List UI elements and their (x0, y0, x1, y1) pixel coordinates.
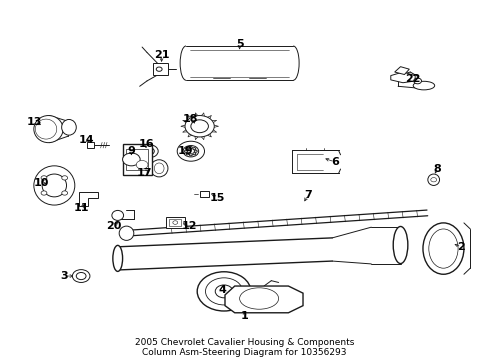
Polygon shape (394, 67, 408, 75)
Text: 7: 7 (304, 190, 311, 200)
Text: 3: 3 (60, 271, 68, 281)
Circle shape (72, 270, 90, 283)
Circle shape (41, 191, 47, 195)
Text: 16: 16 (138, 139, 154, 149)
Bar (126, 149, 148, 170)
Circle shape (189, 147, 192, 149)
Circle shape (61, 191, 67, 195)
Polygon shape (390, 72, 414, 83)
Text: 4: 4 (218, 285, 226, 294)
Ellipse shape (239, 288, 278, 309)
Circle shape (136, 161, 148, 169)
Ellipse shape (61, 120, 76, 135)
Circle shape (61, 176, 67, 180)
Circle shape (156, 67, 162, 71)
Text: 22: 22 (404, 74, 420, 84)
Circle shape (76, 273, 86, 280)
Circle shape (184, 116, 214, 137)
Text: 9: 9 (127, 146, 135, 156)
Text: 21: 21 (154, 50, 169, 60)
Circle shape (141, 145, 158, 158)
Ellipse shape (113, 246, 122, 271)
Bar (128, 156, 137, 163)
Circle shape (172, 221, 177, 224)
Bar (165, 217, 184, 228)
Circle shape (192, 153, 195, 155)
Text: 20: 20 (106, 221, 121, 231)
Text: 8: 8 (432, 164, 440, 174)
Circle shape (430, 177, 436, 182)
Text: 11: 11 (73, 203, 89, 213)
Polygon shape (224, 286, 303, 313)
Ellipse shape (428, 229, 457, 268)
Text: 6: 6 (330, 157, 338, 167)
Text: 2: 2 (457, 242, 465, 252)
Ellipse shape (42, 174, 66, 197)
Circle shape (185, 148, 188, 150)
Text: 12: 12 (182, 221, 197, 231)
Circle shape (194, 150, 197, 152)
Ellipse shape (150, 160, 167, 177)
Circle shape (197, 272, 250, 311)
Text: 19: 19 (177, 146, 192, 156)
Circle shape (177, 141, 204, 161)
Text: 5: 5 (235, 39, 243, 49)
Text: 10: 10 (33, 178, 49, 188)
Circle shape (215, 285, 232, 298)
Ellipse shape (422, 223, 463, 274)
Ellipse shape (412, 81, 434, 90)
Circle shape (192, 148, 195, 150)
Text: 18: 18 (183, 114, 198, 124)
Text: 15: 15 (209, 193, 225, 203)
Text: 2005 Chevrolet Cavalier Housing & Components
Column Asm-Steering Diagram for 103: 2005 Chevrolet Cavalier Housing & Compon… (135, 338, 353, 357)
Ellipse shape (112, 210, 123, 220)
Ellipse shape (392, 226, 407, 264)
Circle shape (122, 153, 140, 166)
Bar (169, 219, 181, 226)
Text: 1: 1 (240, 311, 248, 321)
Ellipse shape (154, 163, 163, 174)
Circle shape (41, 176, 47, 180)
Circle shape (205, 278, 242, 305)
Circle shape (144, 148, 154, 155)
Circle shape (189, 154, 192, 156)
Text: 17: 17 (137, 168, 152, 177)
Circle shape (413, 78, 421, 84)
Ellipse shape (427, 174, 439, 185)
Polygon shape (79, 192, 98, 207)
Bar (153, 63, 167, 75)
Ellipse shape (35, 119, 57, 139)
Ellipse shape (34, 116, 63, 143)
Circle shape (129, 157, 136, 162)
Text: 13: 13 (27, 117, 42, 127)
Bar (199, 191, 209, 197)
Text: 14: 14 (78, 135, 94, 145)
Circle shape (185, 153, 188, 155)
Ellipse shape (119, 226, 134, 240)
Circle shape (183, 145, 198, 157)
Circle shape (184, 150, 187, 152)
Bar (87, 142, 94, 148)
Circle shape (190, 120, 208, 133)
Ellipse shape (34, 166, 75, 205)
Bar (122, 144, 152, 175)
